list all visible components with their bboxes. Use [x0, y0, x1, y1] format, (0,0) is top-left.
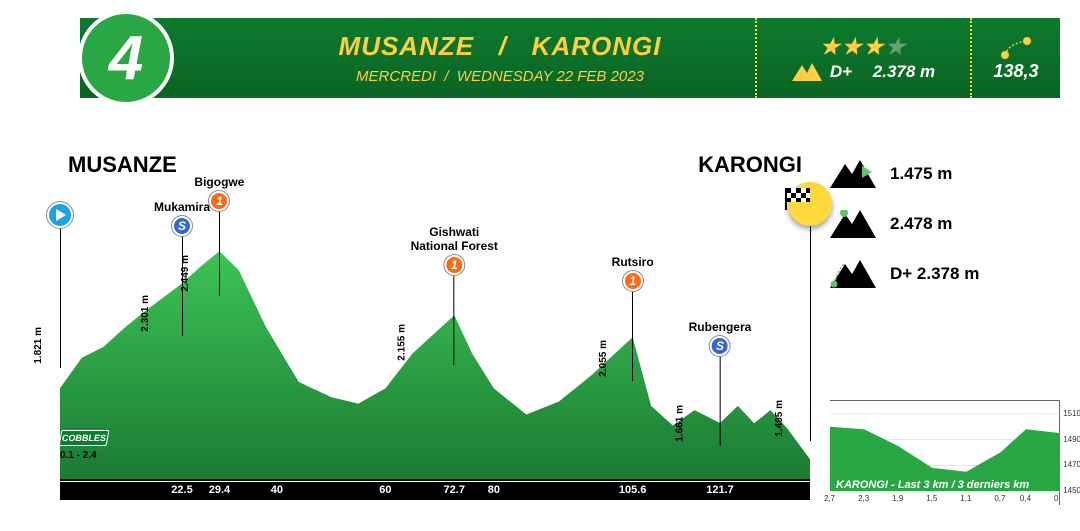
marker-alt: 2.301 m — [140, 295, 151, 332]
cobbles-range: 0.1 - 2.4 — [60, 450, 97, 461]
finish-icon — [788, 182, 832, 226]
climb-marker: RubengeraS1.661 m — [689, 320, 752, 446]
d-plus-row: D+ 2.378 m — [792, 62, 935, 82]
start-city-label: MUSANZE — [68, 152, 177, 178]
difficulty-stars: ★★★★ — [820, 34, 907, 60]
mountain-up-icon — [830, 210, 876, 238]
last3-xtick: 0,4 — [1020, 494, 1031, 503]
x-tick: 121.7 — [706, 484, 734, 496]
mountain-icon — [792, 63, 822, 81]
marker-alt: 2.155 m — [397, 324, 408, 361]
last3-ytick: 1450 — [1063, 486, 1080, 495]
last-3km-chart: KARONGI - Last 3 km / 3 derniers km 2,72… — [830, 400, 1060, 505]
finish-line — [810, 226, 811, 441]
d-plus-label: D+ — [830, 62, 852, 82]
finish-city-label: KARONGI — [698, 152, 802, 178]
last3-xtick: 1,5 — [926, 494, 937, 503]
mountain-dplus-icon — [830, 260, 876, 288]
kom-icon: 1 — [444, 255, 464, 275]
start-icon — [47, 202, 73, 228]
legend-alt-max: 2.478 m — [830, 210, 1060, 238]
marker-name: GishwatiNational Forest — [411, 225, 498, 253]
stage-date: MERCREDI / WEDNESDAY 22 FEB 2023 — [220, 68, 780, 85]
climb-marker: Rutsiro12.055 m — [612, 255, 654, 381]
header-right: ★★★★ D+ 2.378 m 138,3 — [755, 18, 1060, 98]
distance-icon — [999, 35, 1033, 61]
marker-alt: 2.055 m — [598, 340, 609, 377]
legend-d-plus: D+ 2.378 m — [830, 260, 1060, 288]
alt-max-value: 2.478 m — [890, 214, 952, 234]
last3-xtick: 2,7 — [824, 494, 835, 503]
header-titles: MUSANZE / KARONGI MERCREDI / WEDNESDAY 2… — [220, 31, 780, 85]
marker-line — [719, 356, 720, 446]
stage-number-badge: 4 — [78, 10, 174, 106]
difficulty-box: ★★★★ D+ 2.378 m — [755, 18, 970, 98]
x-tick: 72.7 — [444, 484, 465, 496]
marker-name: Rutsiro — [612, 255, 654, 269]
marker-alt: 2.449 m — [180, 255, 191, 292]
stage-from: MUSANZE — [339, 31, 475, 61]
d-plus-value: 2.378 m — [873, 62, 935, 82]
stage-route: MUSANZE / KARONGI — [220, 31, 780, 62]
legend-alt-min: 1.475 m — [830, 160, 1060, 188]
last3-xtick: 0,7 — [994, 494, 1005, 503]
climb-marker: GishwatiNational Forest12.155 m — [411, 225, 498, 365]
x-tick: 105.6 — [619, 484, 647, 496]
stage-to: KARONGI — [532, 31, 662, 61]
kom-icon: 1 — [209, 191, 229, 211]
x-tick: 80 — [488, 484, 500, 496]
last3-ytick: 1510 — [1063, 409, 1080, 418]
legend-panel: 1.475 m 2.478 m D+ 2.378 m — [830, 160, 1060, 310]
climb-marker: Bigogwe12.449 m — [194, 175, 244, 296]
start-marker: 1.821 m — [47, 202, 73, 368]
sep: / — [499, 31, 507, 61]
sprint-icon: S — [172, 216, 192, 236]
x-tick: 40 — [271, 484, 283, 496]
last3-ytick: 1490 — [1063, 435, 1080, 444]
mountain-down-icon — [830, 160, 876, 188]
last3-ytick: 1470 — [1063, 460, 1080, 469]
last3-xtick: 1,9 — [892, 494, 903, 503]
x-tick: 22.5 — [171, 484, 192, 496]
finish-marker: 1.495 m — [788, 182, 832, 441]
last3-xtick: 0 — [1054, 494, 1058, 503]
d-plus-legend-value: D+ 2.378 m — [890, 264, 979, 284]
marker-alt: 1.661 m — [675, 405, 686, 442]
kom-icon: 1 — [623, 271, 643, 291]
marker-line — [632, 291, 633, 381]
distance-box: 138,3 — [970, 18, 1060, 98]
x-axis: 22.5 29.4 40 60 72.7 80 105.6 121.7 — [60, 482, 810, 500]
finish-alt: 1.495 m — [774, 400, 785, 437]
marker-name: Rubengera — [689, 320, 752, 334]
stage-number: 4 — [109, 23, 143, 94]
marker-line — [454, 275, 455, 365]
last3-title: KARONGI - Last 3 km / 3 derniers km — [836, 479, 1029, 491]
stage-header: MUSANZE / KARONGI MERCREDI / WEDNESDAY 2… — [80, 18, 1060, 98]
sprint-icon: S — [710, 336, 730, 356]
last3-xtick: 1,1 — [960, 494, 971, 503]
distance-value: 138,3 — [993, 61, 1038, 82]
date-fr: MERCREDI — [356, 68, 436, 85]
date-en: WEDNESDAY 22 FEB 2023 — [457, 68, 644, 85]
start-line — [60, 228, 61, 368]
x-tick: 60 — [379, 484, 391, 496]
marker-line — [219, 211, 220, 296]
marker-name: Bigogwe — [194, 175, 244, 189]
elevation-profile: MUSANZE KARONGI COBBLES 0.1 - 2.4 1.821 … — [60, 160, 810, 500]
last3-xtick: 2,3 — [858, 494, 869, 503]
start-alt: 1.821 m — [33, 327, 44, 364]
cobbles-label: COBBLES — [60, 433, 108, 443]
cobbles-badge: COBBLES — [59, 430, 110, 446]
x-tick: 29.4 — [209, 484, 230, 496]
alt-min-value: 1.475 m — [890, 164, 952, 184]
